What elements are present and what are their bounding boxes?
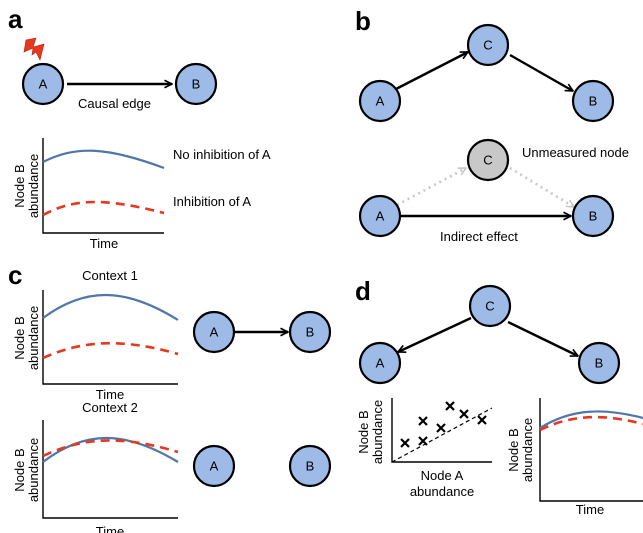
- panel-letter-a: a: [8, 4, 23, 34]
- y-axis-label-line1: Node B: [12, 448, 27, 491]
- node-a-label: A: [376, 209, 385, 224]
- panel-c: c Context 1 Node B abundance Time A B Co…: [8, 260, 332, 533]
- scatter-points: [400, 401, 487, 448]
- curve-time-control: [539, 410, 643, 429]
- y-axis-label-line2: abundance: [26, 438, 41, 502]
- scatter-point: [477, 415, 487, 425]
- time-y-label-line1: Node B: [506, 428, 521, 471]
- edge-a-to-c: [395, 50, 468, 91]
- y-axis-label-line1: Node B: [12, 164, 27, 207]
- node-b: B: [571, 194, 615, 238]
- scatter-point: [459, 409, 469, 419]
- node-b-label: B: [589, 209, 598, 224]
- node-a: A: [358, 79, 402, 123]
- scatter-x-label-line2: abundance: [410, 484, 474, 499]
- curve-inhibition: [42, 200, 165, 217]
- node-b: B: [571, 79, 615, 123]
- scatter-point: [418, 416, 428, 426]
- edge-c-to-b: [509, 53, 573, 93]
- x-axis-label: Time: [96, 524, 124, 533]
- legend-inhibition: Inhibition of A: [173, 194, 251, 209]
- time-y-label-line2: abundance: [520, 418, 535, 482]
- x-axis-label: Time: [90, 236, 118, 251]
- node-b-label: B: [595, 356, 604, 371]
- panel-letter-d: d: [355, 276, 371, 306]
- node-a-label: A: [376, 94, 385, 109]
- node-b: B: [288, 310, 332, 354]
- context-1-title: Context 1: [82, 268, 138, 283]
- node-a-label: A: [210, 325, 219, 340]
- hidden-edge-a-to-c: [396, 166, 466, 207]
- node-a-label: A: [376, 356, 385, 371]
- legend-no-inhibition: No inhibition of A: [173, 147, 271, 162]
- curve-time-inhibition: [539, 415, 643, 432]
- node-a-label: A: [210, 459, 219, 474]
- node-a: A: [192, 444, 236, 488]
- y-axis-label-line1: Node B: [12, 316, 27, 359]
- axes-context-1: [42, 290, 178, 385]
- edge-c-to-a: [398, 316, 472, 354]
- node-b-label: B: [192, 77, 201, 92]
- node-b-label: B: [306, 459, 315, 474]
- indirect-effect-label: Indirect effect: [440, 229, 518, 244]
- edge-c-to-b: [507, 320, 578, 358]
- node-b-label: B: [589, 94, 598, 109]
- context-2-title: Context 2: [82, 400, 138, 415]
- curve-context-1-inhibition: [42, 341, 179, 360]
- time-x-label: Time: [576, 502, 604, 517]
- node-c: C: [466, 23, 510, 67]
- node-a: A: [21, 62, 65, 106]
- causal-edge-label: Causal edge: [78, 96, 151, 111]
- axes-time: [539, 398, 643, 502]
- node-c-unmeasured: C: [466, 138, 510, 182]
- node-a: A: [192, 310, 236, 354]
- node-c-label: C: [485, 299, 494, 314]
- node-b: B: [174, 62, 218, 106]
- curve-context-1-control: [42, 293, 179, 321]
- panel-d: d C A B Node B abundance Node A: [355, 276, 643, 517]
- curve-context-2-inhibition: [42, 439, 179, 458]
- panel-letter-c: c: [8, 260, 22, 290]
- curve-context-2-control: [42, 437, 179, 463]
- panel-b: b A C B A C B Unmeasure: [355, 6, 629, 244]
- node-b: B: [577, 341, 621, 385]
- panel-letter-b: b: [355, 6, 371, 36]
- scatter-point: [418, 436, 428, 446]
- y-axis-label-line2: abundance: [26, 154, 41, 218]
- curve-no-inhibition: [42, 149, 165, 170]
- node-c-label: C: [483, 153, 492, 168]
- trend-line: [391, 407, 493, 463]
- node-b-label: B: [306, 325, 315, 340]
- unmeasured-node-label: Unmeasured node: [522, 145, 629, 160]
- axes-a: [42, 138, 164, 234]
- scatter-point: [445, 401, 455, 411]
- panel-a: a A B Causal edge No inhibition of A Inh…: [8, 4, 271, 251]
- axes-context-2: [42, 420, 178, 519]
- scatter-point: [400, 438, 410, 448]
- node-a: A: [358, 341, 402, 385]
- y-axis-label-line2: abundance: [26, 306, 41, 370]
- hidden-edge-c-to-b: [509, 166, 574, 209]
- scatter-y-label-line1: Node B: [356, 410, 371, 453]
- lightning-icon: [23, 37, 45, 61]
- node-c: C: [468, 284, 512, 328]
- scatter-point: [436, 423, 446, 433]
- scatter-x-label-line1: Node A: [421, 468, 464, 483]
- node-c-label: C: [483, 38, 492, 53]
- x-axis-label: Time: [96, 387, 124, 402]
- node-b: B: [288, 444, 332, 488]
- node-a: A: [358, 194, 402, 238]
- scatter-y-label-line2: abundance: [370, 400, 385, 464]
- node-a-label: A: [39, 77, 48, 92]
